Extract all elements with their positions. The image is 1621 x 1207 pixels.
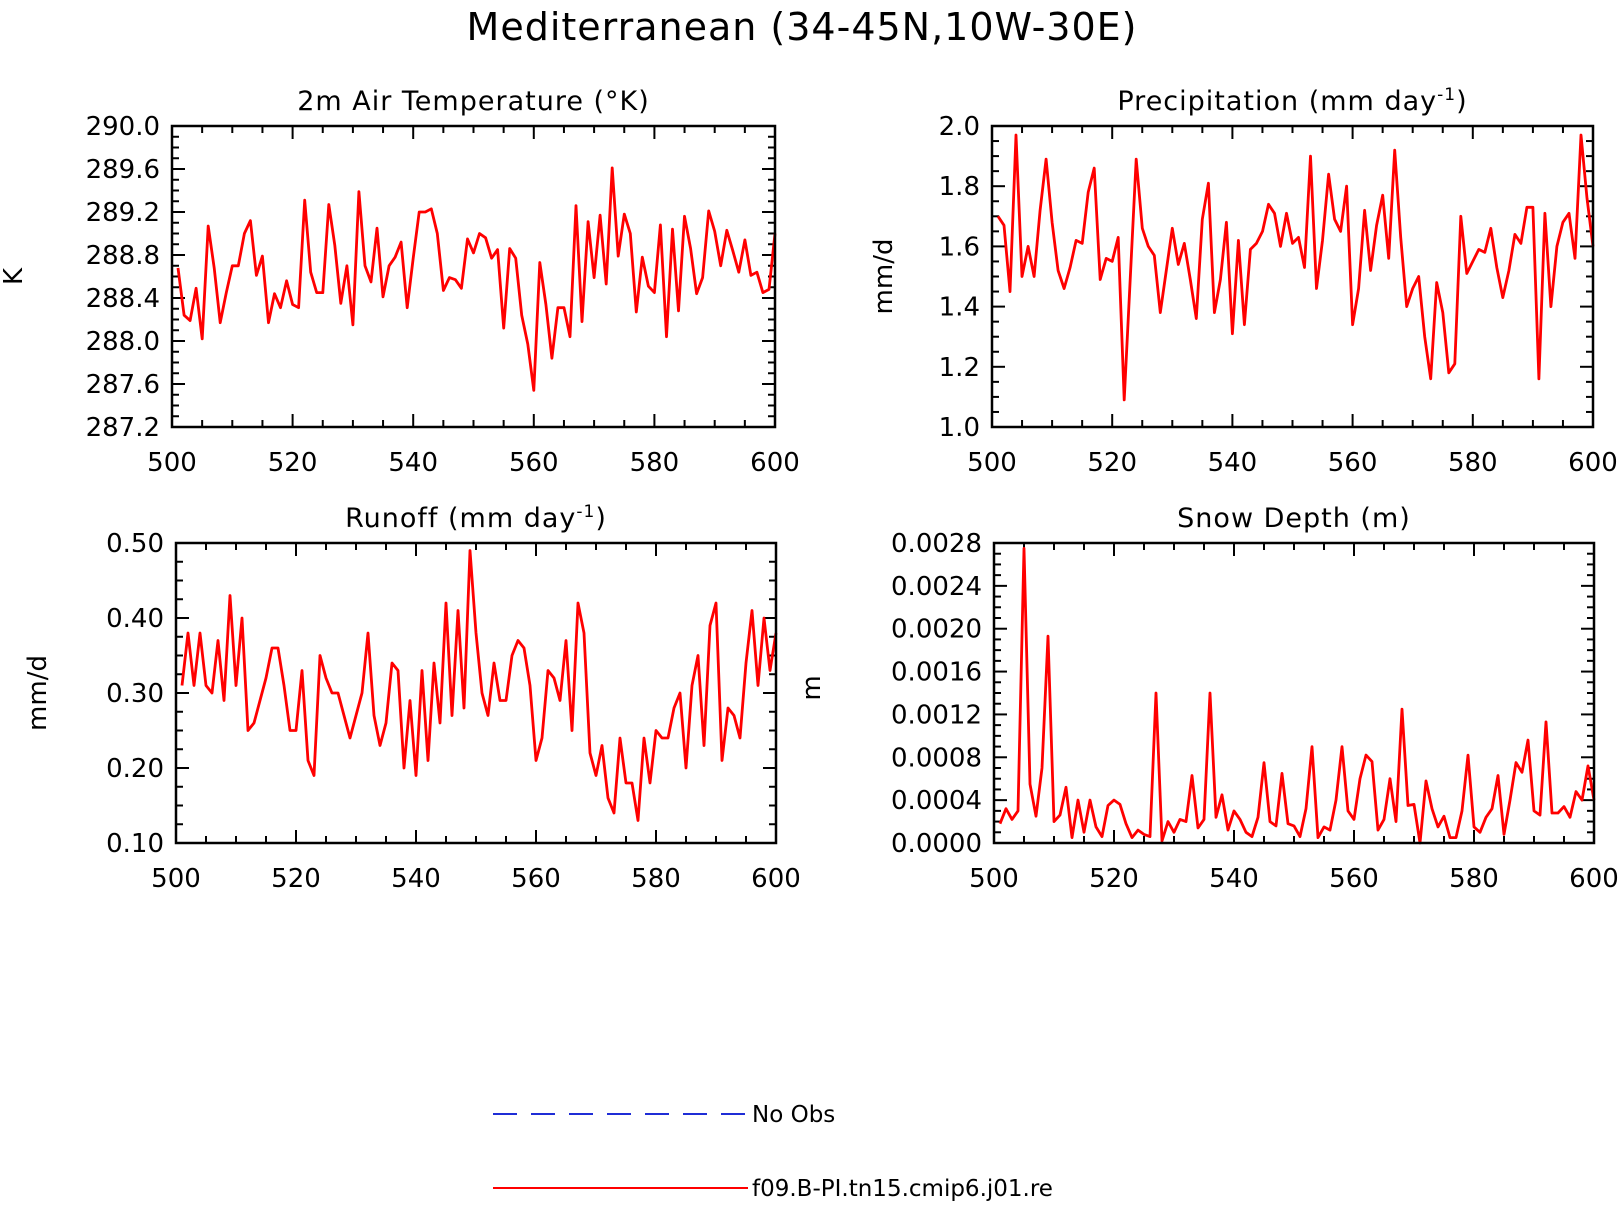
plot-frame xyxy=(992,541,1596,845)
y-tick-label: 0.40 xyxy=(106,604,164,634)
y-tick-label: 0.50 xyxy=(106,529,164,559)
y-tick-label: 0.30 xyxy=(106,679,164,709)
y-tick-label: 287.6 xyxy=(86,370,160,400)
x-tick-label: 580 xyxy=(631,864,681,894)
y-axis-label: mm/d xyxy=(23,655,53,731)
panel-title: Snow Depth (m) xyxy=(1177,503,1411,534)
panels: 2m Air Temperature (°K) 287.2 287.6 288.0 28… xyxy=(0,85,1619,894)
y-axis-label: m xyxy=(797,675,827,700)
y-tick-label: 1.4 xyxy=(939,293,980,323)
x-tick-label: 540 xyxy=(391,864,441,894)
y-tick-label: 1.0 xyxy=(939,413,980,443)
x-tick-label: 560 xyxy=(511,864,561,894)
y-tick-label: 0.20 xyxy=(106,754,164,784)
panel-title-tail: ) xyxy=(1456,86,1468,117)
y-tick-label: 0.0012 xyxy=(891,700,982,730)
y-tick-label: 288.4 xyxy=(86,284,160,314)
panel-title: Runoff (mm day-1) xyxy=(345,502,607,534)
y-axis-label: K xyxy=(0,267,29,285)
panel-4: Snow Depth (m) 0.0000 0.0004 0.0008 0.0012 0.… xyxy=(797,503,1619,894)
y-tick-label: 0.0020 xyxy=(891,615,982,645)
y-tick-label: 289.2 xyxy=(86,198,160,228)
x-tick-label: 560 xyxy=(1329,864,1379,894)
x-tick-label: 520 xyxy=(268,448,318,478)
plot-frame xyxy=(174,541,778,845)
panel-title: Precipitation (mm day-1) xyxy=(1117,85,1467,117)
panel-title-tail: ) xyxy=(595,503,607,534)
y-tick-label: 0.0016 xyxy=(891,658,982,688)
x-tick-label: 540 xyxy=(388,448,438,478)
legend: No Obs f09.B-PI.tn15.cmip6.j01.re xyxy=(493,1102,1053,1202)
x-tick-label: 500 xyxy=(147,448,197,478)
y-tick-label: 0.0004 xyxy=(891,786,982,816)
plot-frame xyxy=(990,124,1595,429)
panel-3: Runoff (mm day-1) 0.10 0.20 0.30 0.40 0.50 500… xyxy=(23,502,801,894)
series-line xyxy=(180,549,778,822)
y-tick-label: 1.8 xyxy=(939,172,980,202)
y-tick-label: 1.6 xyxy=(939,232,980,262)
panel-title-superscript: -1 xyxy=(576,502,595,522)
y-tick-label: 1.2 xyxy=(939,353,980,383)
y-tick-label: 0.0008 xyxy=(891,743,982,773)
series-line xyxy=(996,133,1595,402)
main-title: Mediterranean (34-45N,10W-30E) xyxy=(467,5,1138,49)
x-tick-label: 580 xyxy=(1448,448,1498,478)
y-tick-label: 288.0 xyxy=(86,327,160,357)
x-tick-label: 600 xyxy=(750,448,800,478)
y-tick-label: 289.6 xyxy=(86,155,160,185)
x-tick-label: 520 xyxy=(1087,448,1137,478)
x-tick-label: 540 xyxy=(1208,448,1258,478)
x-tick-label: 580 xyxy=(1449,864,1499,894)
y-tick-label: 0.0000 xyxy=(891,829,982,859)
y-tick-label: 0.0028 xyxy=(891,529,982,559)
x-tick-label: 600 xyxy=(1569,864,1619,894)
y-axis-label: mm/d xyxy=(869,239,899,315)
panel-title: 2m Air Temperature (°K) xyxy=(297,86,650,117)
x-tick-label: 500 xyxy=(969,864,1019,894)
panel-title-superscript: -1 xyxy=(1437,85,1456,105)
panel-1: 2m Air Temperature (°K) 287.2 287.6 288.0 28… xyxy=(0,86,800,478)
panel-2: Precipitation (mm day-1) 1.0 1.2 1.4 1.6 1.8 2… xyxy=(869,85,1618,478)
x-tick-label: 520 xyxy=(1089,864,1139,894)
series-line xyxy=(176,166,777,392)
legend-label: f09.B-PI.tn15.cmip6.j01.re xyxy=(752,1176,1053,1202)
x-tick-label: 560 xyxy=(1328,448,1378,478)
x-tick-label: 580 xyxy=(630,448,680,478)
plot-frame xyxy=(170,124,777,429)
x-tick-label: 520 xyxy=(271,864,321,894)
x-tick-label: 540 xyxy=(1209,864,1259,894)
y-tick-label: 0.0024 xyxy=(891,572,982,602)
y-tick-label: 0.10 xyxy=(106,829,164,859)
x-tick-label: 500 xyxy=(967,448,1017,478)
x-tick-label: 500 xyxy=(151,864,201,894)
x-tick-label: 560 xyxy=(509,448,559,478)
x-tick-label: 600 xyxy=(751,864,801,894)
series-line xyxy=(998,547,1596,845)
x-tick-label: 600 xyxy=(1568,448,1618,478)
legend-label: No Obs xyxy=(752,1102,835,1128)
y-tick-label: 290.0 xyxy=(86,112,160,142)
y-tick-label: 288.8 xyxy=(86,241,160,271)
y-tick-label: 2.0 xyxy=(939,112,980,142)
y-tick-label: 287.2 xyxy=(86,413,160,443)
